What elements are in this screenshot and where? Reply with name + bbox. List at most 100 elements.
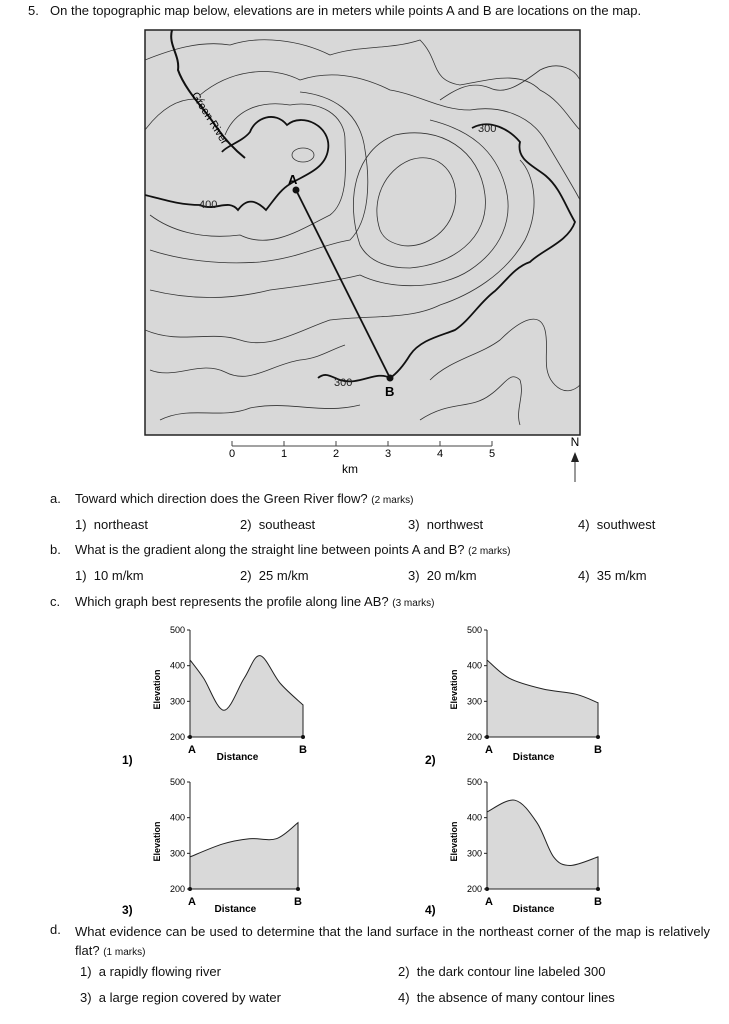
end-label: B (294, 896, 302, 908)
y-tick-label: 400 (170, 813, 185, 823)
x-axis-label: Distance (513, 904, 555, 915)
option: 3) northwest (408, 517, 483, 532)
option-number: 1) (75, 517, 87, 532)
scale-tick-label: 4 (437, 448, 443, 460)
y-tick-label: 300 (170, 696, 185, 706)
end-label: B (299, 744, 307, 756)
part-question: What is the gradient along the straight … (75, 542, 510, 557)
contour-label: 400 (199, 199, 217, 211)
part-letter: c. (50, 594, 61, 609)
profile-area (486, 658, 599, 738)
profile-area (486, 799, 599, 890)
scale-tick-label: 5 (489, 448, 495, 460)
option-number: 3) (408, 568, 420, 583)
option-text: the dark contour line labeled 300 (416, 964, 606, 979)
option: 1) a rapidly flowing river (80, 964, 221, 979)
option-number: 4) (578, 568, 590, 583)
profile-area (189, 821, 299, 890)
option-number: 2) (240, 568, 252, 583)
start-label: A (485, 896, 493, 908)
y-tick-label: 500 (170, 777, 185, 787)
question-text: What evidence can be used to determine t… (75, 924, 710, 958)
marks: (2 marks) (371, 495, 414, 506)
option-number: 2) (425, 753, 436, 767)
scale-tick-label: 1 (281, 448, 287, 460)
part-question: Toward which direction does the Green Ri… (75, 491, 414, 506)
scale-tick-label: 2 (333, 448, 339, 460)
option-text: southwest (596, 517, 656, 532)
start-label: A (485, 744, 493, 756)
start-label: A (188, 744, 196, 756)
option-text: a large region covered by water (98, 990, 281, 1005)
contour-label: 300 (478, 123, 496, 135)
point-b (386, 374, 394, 382)
end-point (596, 735, 600, 739)
option-number: 3) (122, 903, 133, 917)
option: 2) 25 m/km (240, 568, 309, 583)
option-number: 4) (398, 990, 410, 1005)
end-point (596, 887, 600, 891)
option-text: northeast (93, 517, 148, 532)
part-question: What evidence can be used to determine t… (75, 922, 710, 962)
point-label: B (385, 384, 394, 399)
point-label: A (288, 172, 298, 187)
scale-tick-label: 0 (229, 448, 235, 460)
y-axis-label: Elevation (152, 821, 162, 861)
end-label: B (594, 744, 602, 756)
option: 3) a large region covered by water (80, 990, 281, 1005)
option-number: 1) (75, 568, 87, 583)
y-tick-label: 300 (467, 848, 482, 858)
part-letter: d. (50, 922, 61, 937)
question-text: Toward which direction does the Green Ri… (75, 491, 368, 506)
option-text: southeast (258, 517, 316, 532)
option-text: 25 m/km (258, 568, 309, 583)
north-arrowhead (571, 452, 579, 462)
map-frame (144, 29, 581, 436)
x-axis-label: Distance (215, 904, 257, 915)
y-tick-label: 200 (170, 884, 185, 894)
y-tick-label: 200 (170, 732, 185, 742)
scale-tick-label: 3 (385, 448, 391, 460)
y-tick-label: 300 (467, 696, 482, 706)
option-number: 3) (80, 990, 92, 1005)
option: 4) the absence of many contour lines (398, 990, 615, 1005)
question-text: On the topographic map below, elevations… (50, 3, 642, 18)
part-question: Which graph best represents the profile … (75, 594, 435, 609)
y-tick-label: 500 (467, 625, 482, 635)
y-tick-label: 200 (467, 884, 482, 894)
option: 2) southeast (240, 517, 315, 532)
marks: (3 marks) (392, 598, 435, 609)
part-letter: a. (50, 491, 61, 506)
option-number: 2) (398, 964, 410, 979)
option: 4) 35 m/km (578, 568, 647, 583)
question-text: Which graph best represents the profile … (75, 594, 389, 609)
y-axis-label: Elevation (449, 821, 459, 861)
option: 3) 20 m/km (408, 568, 477, 583)
end-point (301, 735, 305, 739)
option-number: 4) (578, 517, 590, 532)
y-tick-label: 400 (170, 661, 185, 671)
marks: (2 marks) (468, 546, 511, 557)
option: 1) 10 m/km (75, 568, 144, 583)
option-number: 1) (122, 753, 133, 767)
y-axis-label: Elevation (152, 669, 162, 709)
profile-area (189, 655, 304, 738)
option-text: 10 m/km (93, 568, 144, 583)
option-number: 3) (408, 517, 420, 532)
point-a (292, 186, 300, 194)
y-tick-label: 500 (170, 625, 185, 635)
option: 2) the dark contour line labeled 300 (398, 964, 605, 979)
option-text: the absence of many contour lines (416, 990, 615, 1005)
y-axis-label: Elevation (449, 669, 459, 709)
option: 4) southwest (578, 517, 655, 532)
option-number: 1) (80, 964, 92, 979)
option-text: a rapidly flowing river (98, 964, 221, 979)
option-text: 20 m/km (426, 568, 477, 583)
question-text: What is the gradient along the straight … (75, 542, 465, 557)
part-letter: b. (50, 542, 61, 557)
marks: (1 marks) (103, 947, 146, 958)
profile-line (295, 189, 391, 379)
option-number: 2) (240, 517, 252, 532)
